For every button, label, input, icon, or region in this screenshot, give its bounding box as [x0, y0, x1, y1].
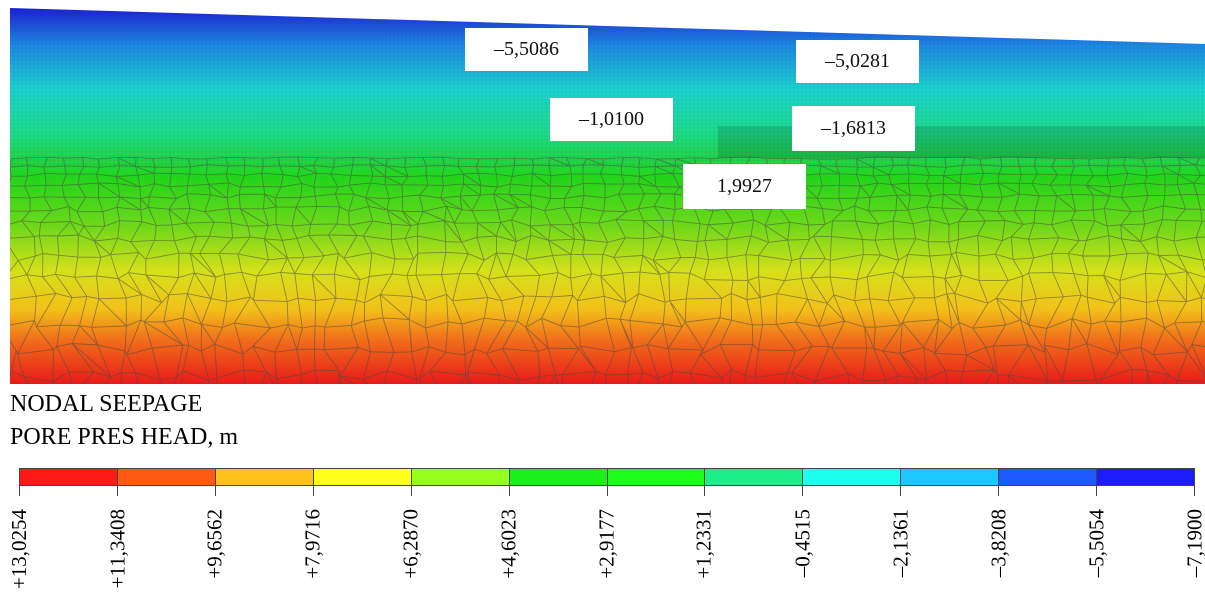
color-scale-tick-mark [1193, 486, 1195, 496]
color-scale-tick-mark [508, 486, 510, 496]
color-scale-swatch [215, 469, 314, 485]
color-scale-swatch [705, 469, 804, 485]
color-scale-swatch [117, 469, 216, 485]
value-label-top-left: –5,5086 [465, 28, 588, 71]
color-scale-tick-mark [214, 486, 216, 496]
color-scale-swatch [999, 469, 1098, 485]
color-scale-tick-mark [312, 486, 314, 496]
color-scale-swatch [803, 469, 902, 485]
color-scale-bar [19, 468, 1195, 486]
tick-label-text: +13,0254 [7, 509, 31, 590]
tick-label-text: –0,4515 [790, 509, 814, 578]
tick-label-text: +2,9177 [595, 509, 619, 579]
color-scale-swatch [607, 469, 706, 485]
tick-label-text: –2,1361 [888, 509, 912, 578]
value-label-lower: 1,9927 [683, 164, 806, 209]
color-scale-swatch [901, 469, 1000, 485]
color-scale-tick-mark [899, 486, 901, 496]
legend-subtitle: PORE PRES HEAD, m [10, 424, 239, 450]
tick-label-text: –5,5054 [1084, 509, 1108, 578]
value-label-middle-left: –1,0100 [550, 98, 673, 141]
color-scale-tick-mark [410, 486, 412, 496]
color-scale-tick-mark [703, 486, 705, 496]
color-scale-swatch [1097, 469, 1195, 485]
tick-label-text: +6,2870 [399, 509, 423, 579]
color-scale-swatch [20, 469, 118, 485]
fine-mesh-path [10, 8, 1205, 168]
color-scale-tick-mark [997, 486, 999, 496]
tick-label-text: +9,6562 [203, 509, 227, 579]
color-scale-swatch [509, 469, 608, 485]
tick-label-text: –7,1900 [1182, 509, 1205, 578]
contour-plot: –5,5086 –5,0281 –1,0100 –1,6813 1,9927 [10, 8, 1205, 384]
pore-pressure-contour-mesh [10, 8, 1205, 384]
value-label-middle-right: –1,6813 [792, 106, 915, 151]
color-scale-tick-mark [116, 486, 118, 496]
value-label-top-right: –5,0281 [796, 40, 919, 83]
contour-field [10, 8, 1205, 384]
color-scale-tick-mark [18, 486, 20, 496]
tick-label-text: –3,8208 [986, 509, 1010, 578]
color-scale-tick-mark [606, 486, 608, 496]
fine-mesh-lines [10, 8, 1205, 168]
tick-label-text: +4,6023 [497, 509, 521, 579]
color-scale-tick-mark [1095, 486, 1097, 496]
tick-label-text: +1,2331 [692, 509, 716, 579]
color-scale-swatch [411, 469, 510, 485]
legend-title: NODAL SEEPAGE [10, 391, 203, 417]
color-scale-swatch [313, 469, 412, 485]
color-scale-tick-mark [801, 486, 803, 496]
tick-label-text: +11,3408 [105, 509, 129, 589]
tick-label-text: +7,9716 [301, 509, 325, 579]
